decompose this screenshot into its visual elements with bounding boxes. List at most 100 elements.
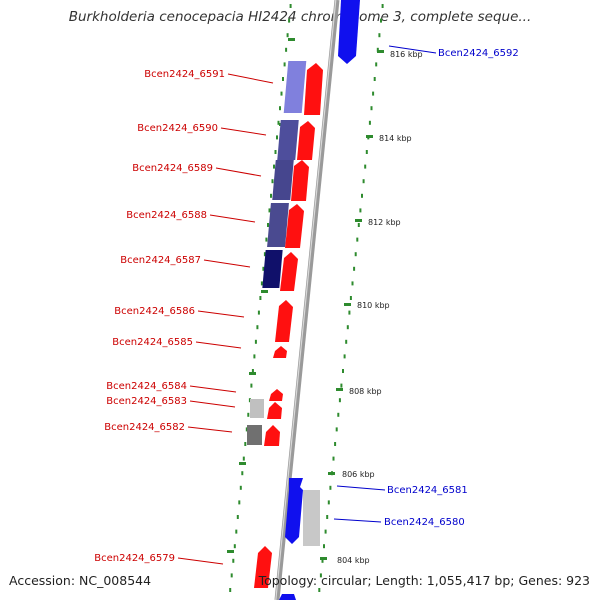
gene-label-6592[interactable]: Bcen2424_6592 — [438, 48, 519, 59]
gene-arrow-6587[interactable] — [280, 252, 298, 291]
gene-arrow-6589[interactable] — [291, 160, 309, 201]
outer-ring-dot — [340, 383, 343, 388]
major-tick-inner — [239, 462, 246, 465]
major-tick-inner — [227, 550, 234, 553]
kbp-label-812: 812 kbp — [368, 218, 401, 227]
outer-ring-dot — [373, 77, 376, 81]
inner-ring-dot — [239, 485, 242, 490]
gene-arrow-6583[interactable] — [267, 402, 282, 419]
gene-label-6589[interactable]: Bcen2424_6589 — [132, 163, 213, 174]
major-tick-inner — [249, 372, 256, 375]
shade-box-6580 — [303, 490, 320, 546]
backbone-highlight — [275, 0, 337, 600]
gene-arrow-6590[interactable] — [297, 121, 315, 160]
inner-ring-dot — [276, 135, 278, 140]
callout-6581 — [336, 485, 386, 491]
inner-ring-dot — [286, 33, 289, 38]
outer-ring-dot — [380, 18, 382, 23]
kbp-label-806: 806 kbp — [342, 470, 375, 479]
shade-box-6590 — [277, 120, 299, 160]
gene-label-6585[interactable]: Bcen2424_6585 — [112, 337, 193, 348]
callout-6585 — [195, 341, 242, 349]
inner-ring-dot — [273, 164, 275, 169]
gene-label-6588[interactable]: Bcen2424_6588 — [126, 210, 207, 221]
outer-ring-dot — [368, 120, 371, 125]
gene-label-6586[interactable]: Bcen2424_6586 — [114, 306, 195, 317]
gene-label-6590[interactable]: Bcen2424_6590 — [137, 123, 218, 134]
gene-label-6579[interactable]: Bcen2424_6579 — [94, 553, 175, 564]
inner-ring-dot — [241, 471, 244, 476]
major-tick — [336, 388, 343, 391]
outer-ring-dot — [335, 427, 338, 432]
gene-arrow-6584[interactable] — [269, 389, 283, 401]
inner-ring-dot — [256, 325, 259, 330]
inner-ring-dot — [254, 339, 257, 344]
inner-ring-dot — [270, 193, 272, 198]
inner-ring-dot — [265, 237, 268, 242]
callout-6579 — [177, 557, 224, 565]
gene-label-6584[interactable]: Bcen2424_6584 — [106, 381, 187, 392]
inner-ring-dot — [235, 529, 238, 534]
outer-ring-dot — [321, 558, 324, 563]
kbp-label-814: 814 kbp — [379, 134, 412, 143]
outer-ring-dot — [370, 106, 373, 111]
outer-ring-dot — [376, 47, 379, 52]
inner-ring-dot — [279, 106, 281, 111]
outer-ring-dot — [323, 544, 325, 549]
outer-ring-dot — [381, 4, 384, 8]
outer-ring-dot — [337, 412, 340, 417]
outer-ring-dot — [361, 193, 363, 198]
inner-ring-dot — [253, 354, 256, 359]
outer-ring-dot — [378, 33, 381, 38]
scale-rings — [227, 4, 384, 592]
inner-ring-dot — [259, 296, 262, 300]
gene-arrow-6579[interactable] — [254, 546, 272, 588]
major-tick-inner — [288, 38, 295, 41]
gene-arrow-6582[interactable] — [264, 425, 280, 446]
inner-ring-dot — [238, 500, 241, 505]
outer-ring-dot — [327, 500, 330, 505]
callout-6589 — [215, 167, 262, 177]
inner-ring-dot — [232, 558, 235, 563]
callout-6590 — [220, 127, 267, 136]
genome-summary-text: Topology: circular; Length: 1,055,417 bp… — [258, 573, 590, 588]
gene-arrow-6581[interactable] — [285, 478, 303, 544]
outer-ring-dot — [324, 529, 327, 534]
outer-ring-dot — [343, 354, 346, 359]
gene-label-6591[interactable]: Bcen2424_6591 — [144, 69, 225, 80]
major-tick — [328, 472, 335, 475]
gene-label-6587[interactable]: Bcen2424_6587 — [120, 255, 201, 266]
gene-label-6582[interactable]: Bcen2424_6582 — [104, 422, 185, 433]
gene-arrow-6585[interactable] — [273, 346, 287, 358]
inner-ring-dot — [233, 544, 236, 549]
outer-ring-dot — [334, 442, 337, 446]
callout-6583 — [189, 400, 236, 408]
callout-6591 — [227, 73, 274, 84]
inner-ring-dot — [250, 383, 253, 388]
inner-ring-dot — [271, 179, 274, 184]
outer-ring-dot — [353, 266, 356, 271]
inner-ring-dot — [268, 208, 271, 213]
inner-ring-dot — [283, 62, 286, 67]
gene-arrow-6591[interactable] — [304, 63, 323, 115]
callout-6592 — [388, 45, 437, 54]
inner-ring-dot — [267, 223, 269, 227]
kbp-label-808: 808 kbp — [349, 387, 382, 396]
gene-label-6581[interactable]: Bcen2424_6581 — [387, 485, 468, 496]
outer-ring-dot — [357, 223, 360, 227]
callout-6580 — [333, 518, 382, 523]
outer-ring-dot — [362, 179, 365, 184]
gene-arrow-6588[interactable] — [285, 204, 304, 248]
inner-ring-dot — [245, 427, 248, 432]
outer-ring-dot — [364, 164, 367, 169]
shade-box-6582 — [247, 425, 262, 445]
gene-arrow-6586[interactable] — [275, 300, 293, 342]
inner-ring-dot — [280, 91, 283, 96]
gene-arrow-6592[interactable] — [338, 0, 360, 64]
gene-label-6580[interactable]: Bcen2424_6580 — [384, 517, 465, 528]
inner-ring-dot — [242, 456, 245, 461]
gene-label-6583[interactable]: Bcen2424_6583 — [106, 396, 187, 407]
outer-ring-dot — [365, 150, 368, 154]
outer-ring-dot — [356, 237, 359, 242]
